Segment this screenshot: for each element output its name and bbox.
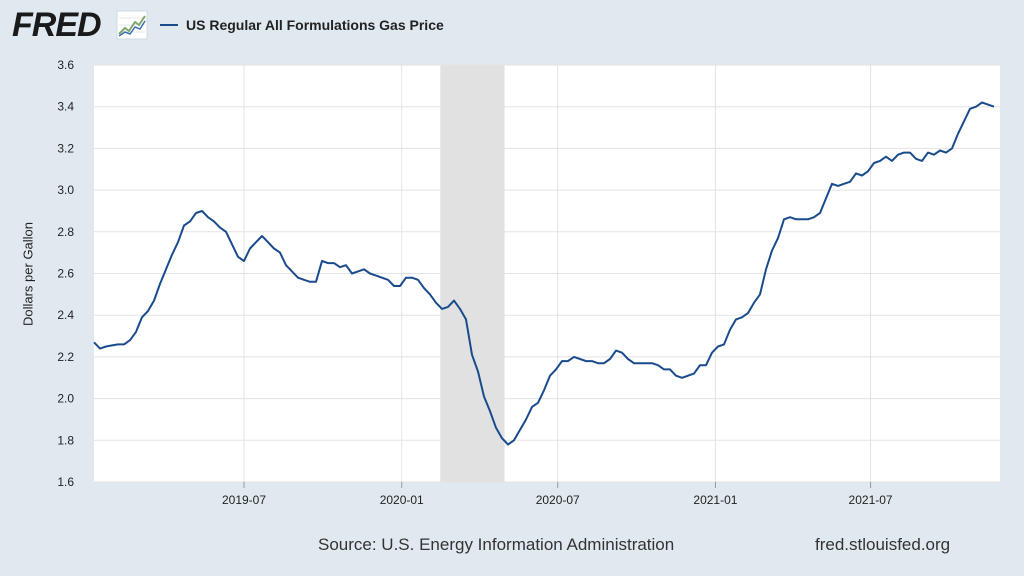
chart-legend[interactable]: US Regular All Formulations Gas Price — [160, 15, 444, 35]
fred-line-chart-icon — [116, 10, 148, 40]
y-tick-label: 1.6 — [57, 475, 74, 489]
y-tick-label: 3.4 — [57, 100, 74, 114]
fred-url-link[interactable]: fred.stlouisfed.org — [815, 535, 951, 554]
source-note: Source: U.S. Energy Information Administ… — [318, 535, 675, 554]
x-tick-label: 2021-01 — [693, 493, 737, 507]
y-tick-label: 3.2 — [57, 141, 74, 155]
y-tick-label: 3.6 — [57, 58, 74, 72]
fred-logo[interactable]: FRED — [12, 6, 102, 44]
x-tick-label: 2020-07 — [536, 493, 580, 507]
x-tick-label: 2019-07 — [222, 493, 266, 507]
legend-swatch — [160, 24, 178, 26]
x-tick-label: 2021-07 — [849, 493, 893, 507]
y-tick-label: 2.6 — [57, 267, 74, 281]
y-tick-label: 1.8 — [57, 433, 74, 447]
y-tick-label: 2.8 — [57, 225, 74, 239]
y-tick-label: 2.2 — [57, 350, 74, 364]
y-tick-label: 2.4 — [57, 308, 74, 322]
x-tick-label: 2020-01 — [380, 493, 424, 507]
y-tick-label: 2.0 — [57, 392, 74, 406]
y-tick-label: 3.0 — [57, 183, 74, 197]
legend-label: US Regular All Formulations Gas Price — [186, 17, 444, 33]
series-line[interactable] — [93, 101, 995, 446]
header: FRED US Regular All Formulations Gas Pri… — [0, 0, 1024, 56]
